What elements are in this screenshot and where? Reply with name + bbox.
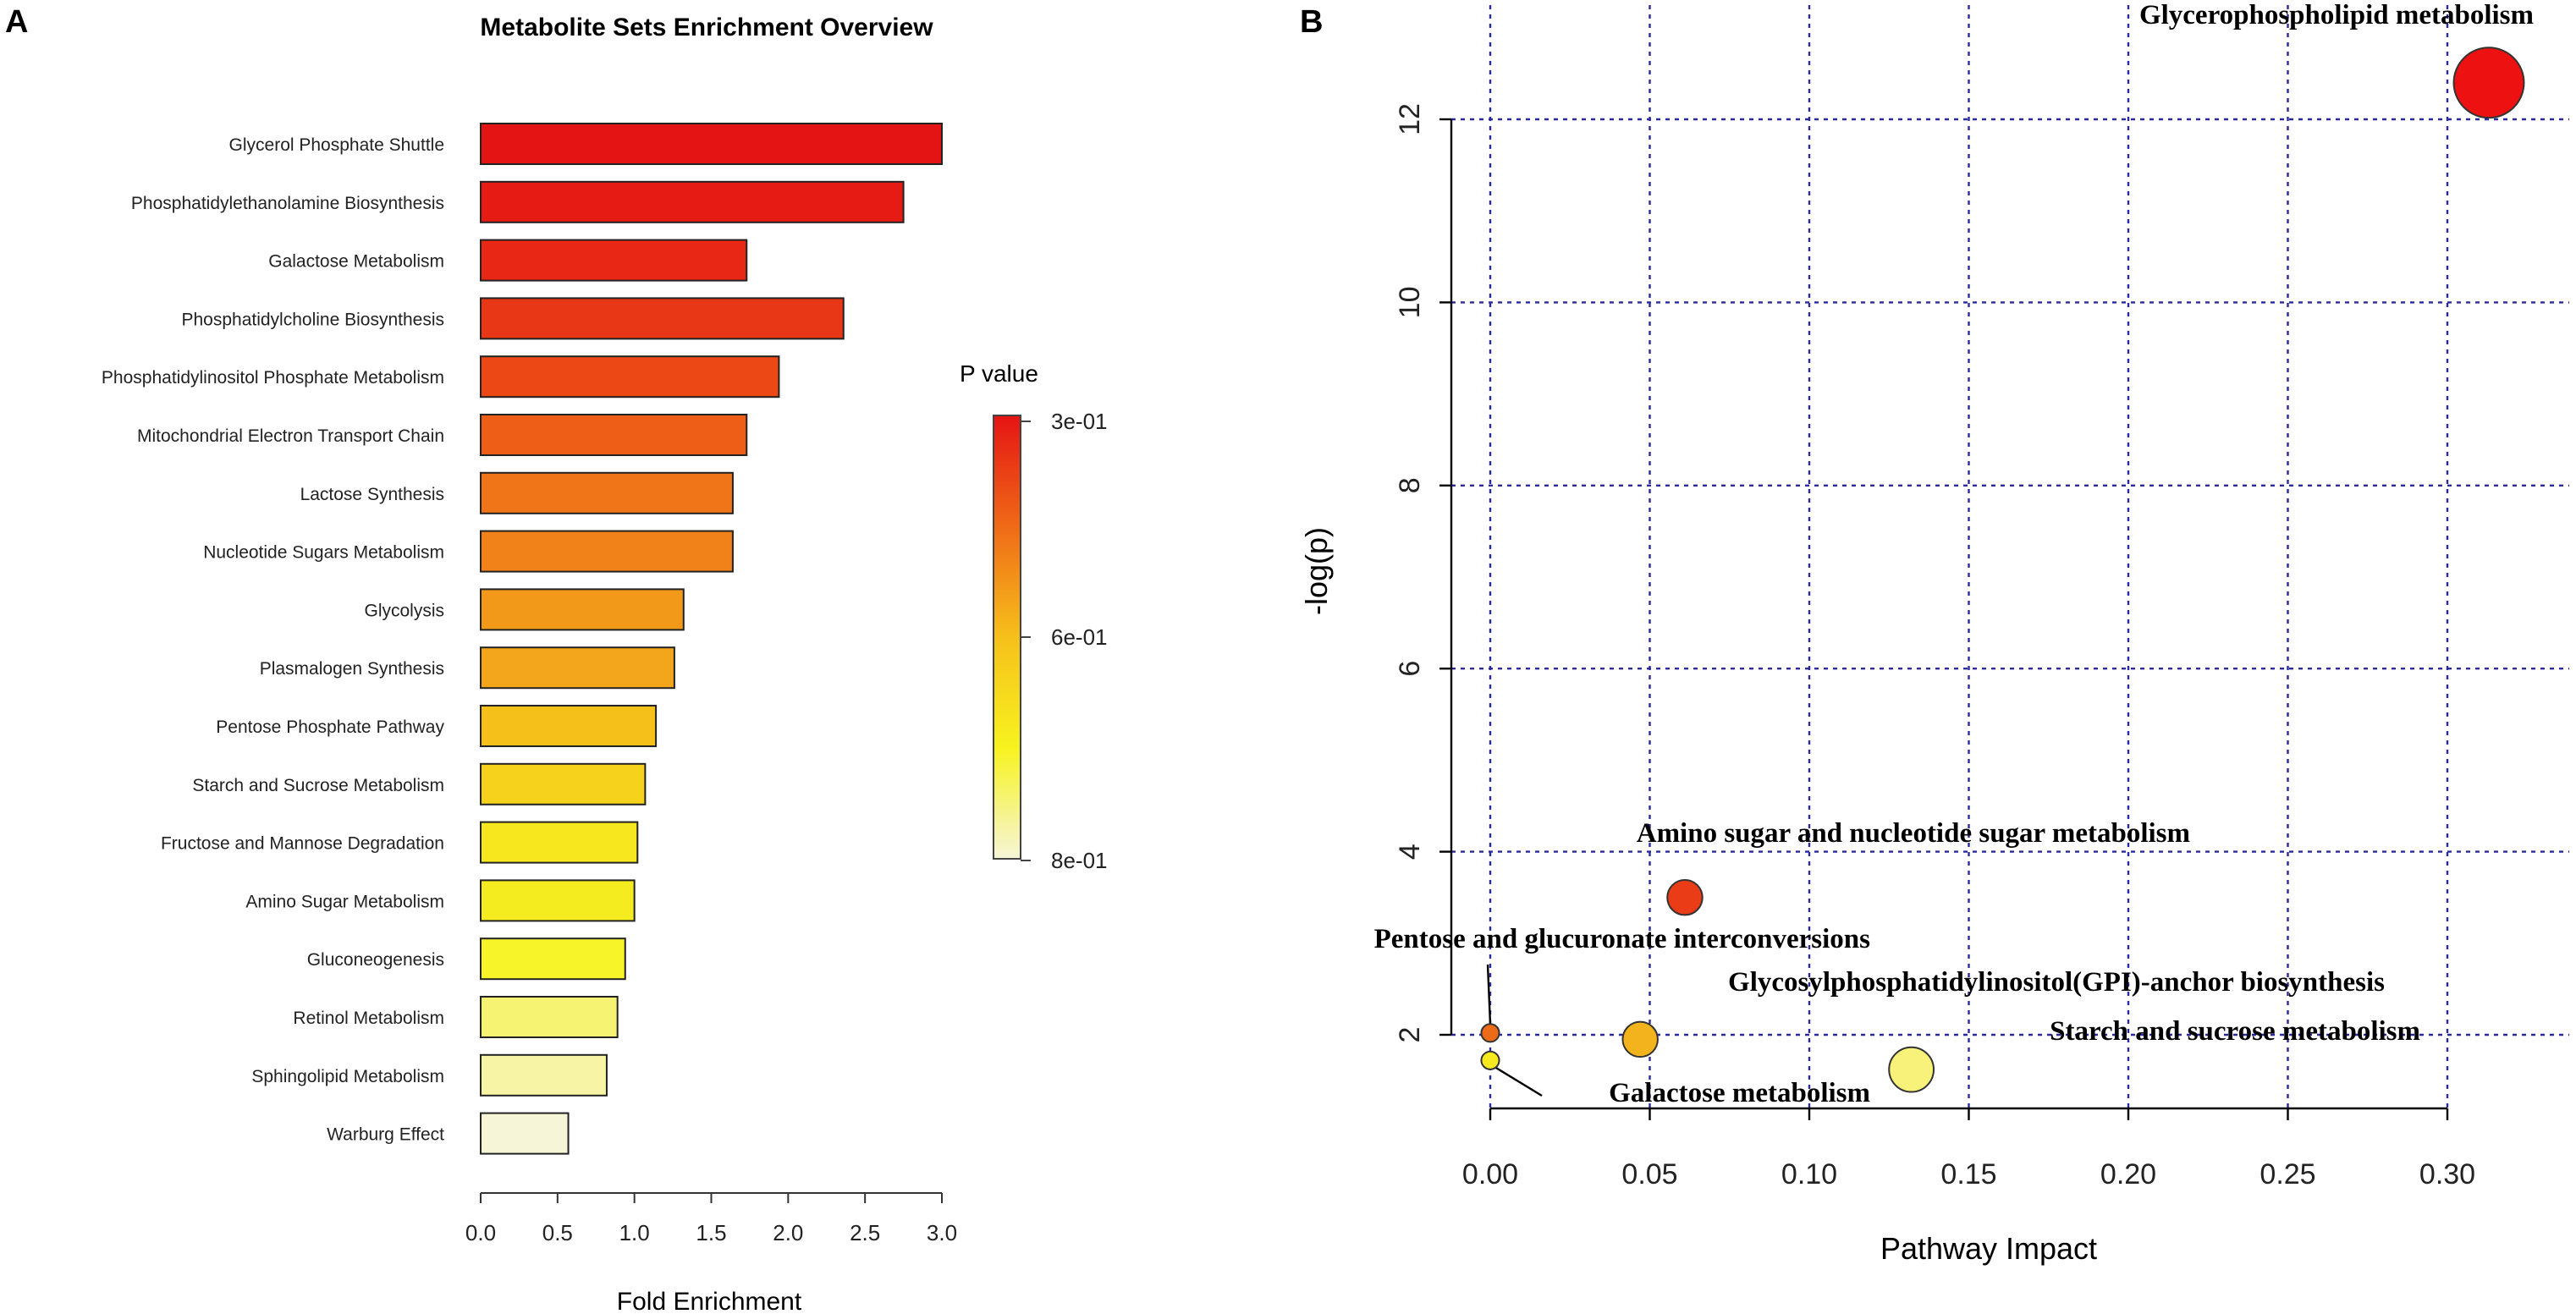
bar bbox=[480, 879, 636, 922]
x-tick-label: 0.10 bbox=[1781, 1158, 1837, 1190]
x-axis: 0.0 0.5 1.0 1.5 2.0 2.5 3.0 bbox=[465, 1192, 957, 1245]
legend-label: 6e-01 bbox=[1051, 624, 1108, 650]
panel-b-label: B bbox=[1300, 4, 1323, 40]
category-label: Starch and Sucrose Metabolism bbox=[192, 776, 444, 795]
x-tick-label: 0.15 bbox=[1940, 1158, 1996, 1190]
bubble-label: Pentose and glucuronate interconversions bbox=[1374, 924, 1871, 954]
bubble-label: Amino sugar and nucleotide sugar metabol… bbox=[1637, 818, 2190, 849]
category-label: Glycolysis bbox=[364, 601, 444, 620]
category-label: Retinol Metabolism bbox=[293, 1009, 444, 1028]
bubble-label: Glycerophospholipid metabolism bbox=[2139, 0, 2534, 30]
y-tick-label: 4 bbox=[1394, 844, 1426, 860]
label-connectors bbox=[1486, 964, 1543, 1097]
bar bbox=[480, 1112, 570, 1155]
y-tick-label: 10 bbox=[1394, 286, 1426, 318]
bar bbox=[480, 471, 734, 514]
y-tick-label: 6 bbox=[1394, 661, 1426, 677]
x-tick-label: 2.0 bbox=[773, 1220, 803, 1245]
bar bbox=[480, 646, 675, 690]
legend-title: P value bbox=[960, 360, 1038, 387]
bar bbox=[480, 355, 780, 399]
bubble bbox=[1621, 1020, 1659, 1058]
category-label: Pentose Phosphate Pathway bbox=[216, 717, 444, 737]
bubble-labels: Glycerophospholipid metabolism Amino suga… bbox=[1374, 0, 2534, 1108]
x-axis-title: Pathway Impact bbox=[1880, 1231, 2097, 1266]
bar bbox=[480, 239, 748, 282]
bar-chart-title: Metabolite Sets Enrichment Overview bbox=[480, 14, 933, 41]
x-tick-label: 1.5 bbox=[696, 1220, 726, 1245]
x-tick-label: 0.20 bbox=[2100, 1158, 2156, 1190]
bubble bbox=[1888, 1046, 1935, 1093]
bubble-label: Galactose metabolism bbox=[1609, 1078, 1870, 1108]
p-value-legend: P value 3e-01 6e-01 8e-01 bbox=[960, 360, 1108, 873]
x-tick-label: 2.5 bbox=[850, 1220, 880, 1245]
axes: 0.00 0.05 0.10 0.15 0.20 0.25 0.30 2 4 6 8 10 12 bbox=[1394, 103, 2475, 1190]
label-connector bbox=[1486, 964, 1492, 1025]
grid-lines bbox=[1451, 5, 2569, 1108]
bar bbox=[480, 180, 905, 223]
x-tick-label: 0.0 bbox=[465, 1220, 496, 1245]
bar bbox=[480, 588, 685, 631]
category-label: Sphingolipid Metabolism bbox=[251, 1067, 444, 1086]
category-label: Glycerol Phosphate Shuttle bbox=[229, 135, 444, 155]
legend-colorbar bbox=[993, 415, 1021, 860]
category-label: Plasmalogen Synthesis bbox=[260, 659, 444, 679]
legend-labels: 3e-01 6e-01 8e-01 bbox=[1021, 409, 1108, 873]
category-label: Lactose Synthesis bbox=[300, 485, 444, 504]
category-label: Gluconeogenesis bbox=[307, 950, 444, 970]
label-connector bbox=[1494, 1066, 1543, 1097]
bubble bbox=[1666, 878, 1704, 916]
bubble bbox=[1480, 1023, 1500, 1043]
x-tick-label: 0.25 bbox=[2260, 1158, 2315, 1190]
category-label: Amino Sugar Metabolism bbox=[245, 892, 444, 911]
panel-a-bar-chart: A Metabolite Sets Enrichment Overview Gl… bbox=[5, 4, 1108, 1314]
category-label: Phosphatidylcholine Biosynthesis bbox=[181, 310, 444, 329]
bar bbox=[480, 414, 748, 456]
category-label: Warburg Effect bbox=[327, 1125, 444, 1145]
y-tick-label: 12 bbox=[1394, 103, 1426, 135]
x-tick-label: 1.0 bbox=[619, 1220, 650, 1245]
y-axis-title: -log(p) bbox=[1299, 527, 1334, 615]
category-label: Mitochondrial Electron Transport Chain bbox=[137, 426, 444, 446]
bubble bbox=[1480, 1050, 1500, 1070]
panel-a-label: A bbox=[5, 4, 28, 40]
bar bbox=[480, 762, 647, 805]
x-tick-label: 0.30 bbox=[2419, 1158, 2475, 1190]
bubble bbox=[2452, 47, 2525, 119]
panel-b-bubble-chart: B 0.00 0.05 0.10 0.15 0.20 0.25 0.30 2 4 6 8 10 12 G… bbox=[1299, 0, 2569, 1266]
x-tick-label: 0.05 bbox=[1621, 1158, 1677, 1190]
x-tick-label: 0.5 bbox=[542, 1220, 573, 1245]
bar bbox=[480, 996, 619, 1038]
bar bbox=[480, 821, 639, 864]
legend-label: 3e-01 bbox=[1051, 409, 1108, 434]
bar bbox=[480, 705, 658, 747]
category-label: Phosphatidylethanolamine Biosynthesis bbox=[131, 194, 444, 213]
bar bbox=[480, 297, 845, 340]
bubble-label: Starch and sucrose metabolism bbox=[2050, 1016, 2420, 1047]
bar-group bbox=[480, 123, 943, 1155]
bubble-group bbox=[1480, 47, 2525, 1093]
category-label: Galactose Metabolism bbox=[268, 252, 444, 272]
legend-label: 8e-01 bbox=[1051, 848, 1108, 873]
bar bbox=[480, 937, 626, 981]
category-label: Fructose and Mannose Degradation bbox=[161, 834, 444, 854]
category-label: Phosphatidylinositol Phosphate Metabolis… bbox=[102, 368, 444, 388]
y-tick-label: 2 bbox=[1394, 1027, 1426, 1043]
y-tick-label: 8 bbox=[1394, 477, 1426, 493]
category-labels: Glycerol Phosphate Shuttle Phosphatidylet… bbox=[102, 135, 445, 1145]
category-label: Nucleotide Sugars Metabolism bbox=[203, 543, 444, 563]
bubble-label: Glycosylphosphatidylinositol(GPI)-anchor… bbox=[1728, 967, 2385, 998]
bar bbox=[480, 123, 943, 165]
x-tick-label: 0.00 bbox=[1462, 1158, 1518, 1190]
x-axis-title: Fold Enrichment bbox=[617, 1288, 802, 1314]
bar bbox=[480, 1053, 608, 1097]
bar bbox=[480, 530, 734, 573]
x-tick-label: 3.0 bbox=[927, 1220, 957, 1245]
